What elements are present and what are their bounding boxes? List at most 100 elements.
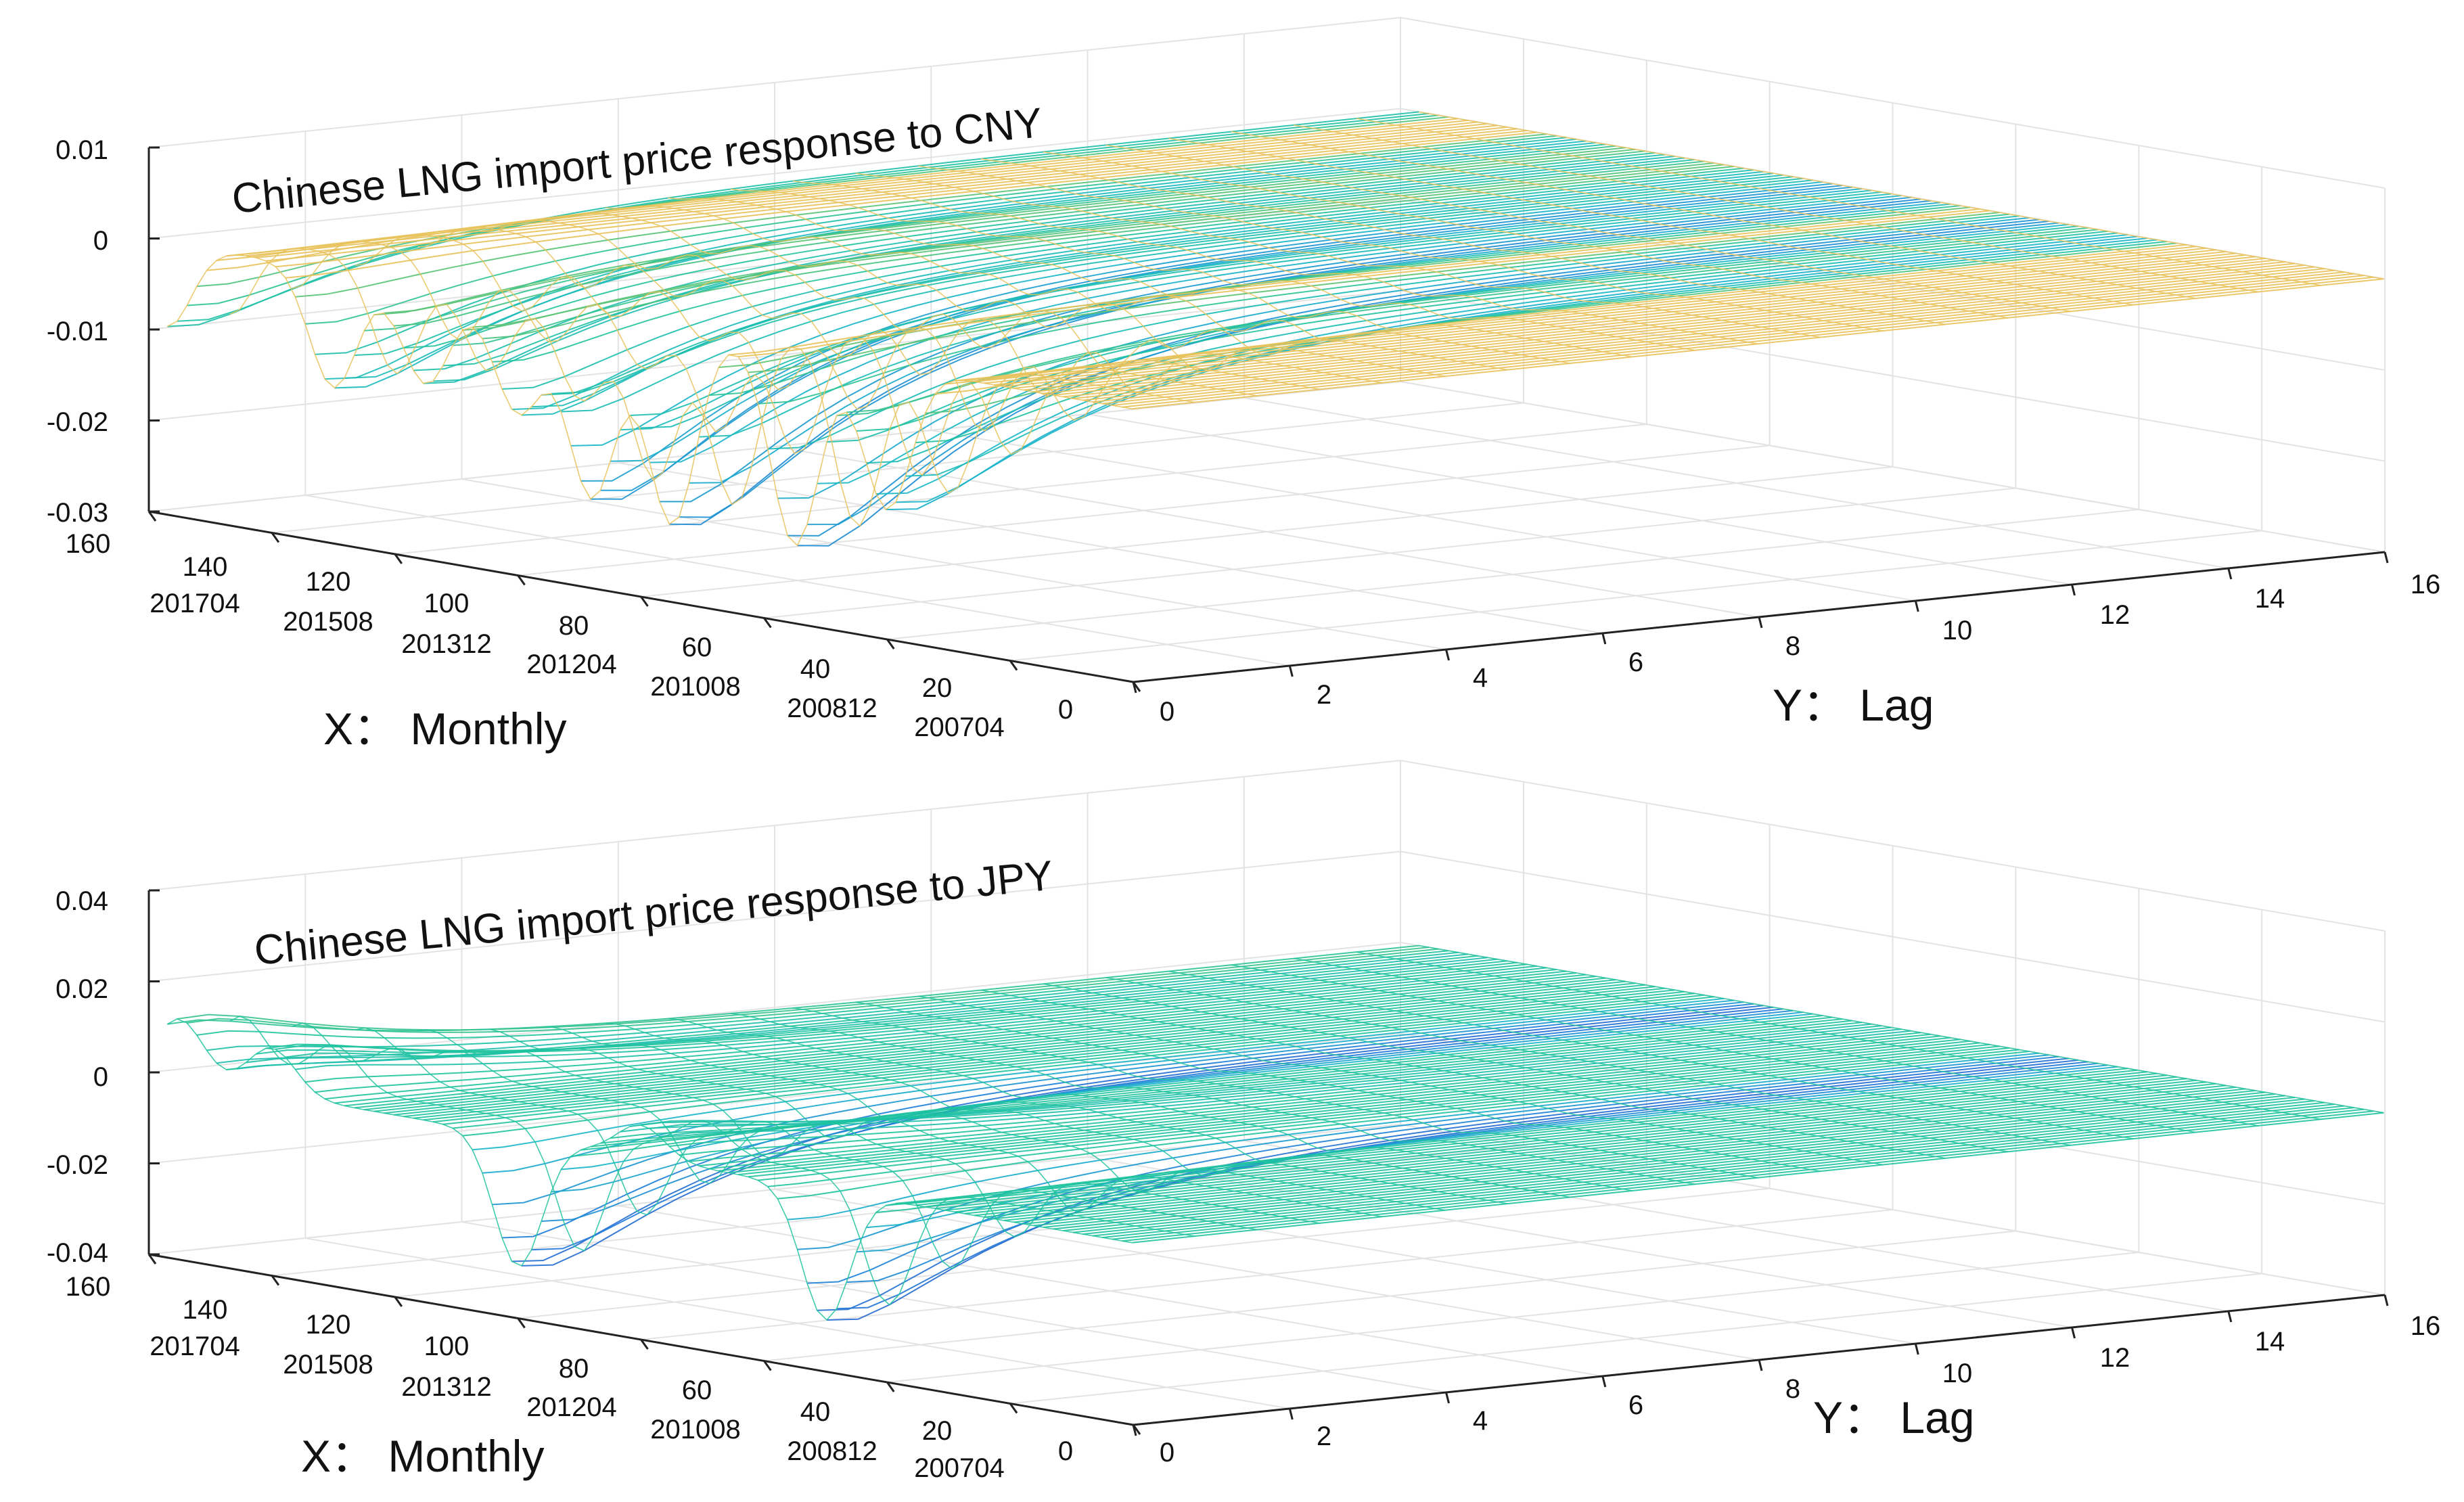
- x-tick-mark: [271, 1275, 280, 1286]
- x-tick-mark: [763, 1360, 772, 1371]
- y-tick-label: 12: [2100, 1343, 2130, 1373]
- surface-mesh-line: [668, 197, 1633, 358]
- x-date-label: 201008: [650, 1415, 740, 1444]
- floor-grid-line: [394, 424, 1647, 555]
- y-tick-label: 12: [2100, 600, 2130, 630]
- x-axis-title: X： Monthly: [301, 1431, 544, 1481]
- surface-mesh-line: [229, 1016, 1195, 1306]
- surface-mesh-line: [980, 158, 1946, 325]
- x-tick-mark: [394, 553, 403, 564]
- x-tick-label: 0: [1058, 695, 1073, 725]
- surface-mesh-line: [166, 1018, 1133, 1321]
- y-tick-mark: [1601, 633, 1607, 645]
- y-tick-mark: [2071, 584, 2076, 596]
- y-tick-mark: [1445, 649, 1450, 661]
- x-axis: 160 140 120 100 80 60 40 20 0 201704 201…: [66, 529, 1074, 742]
- x-tick-label: 100: [424, 589, 470, 618]
- x-tick-label: 40: [800, 654, 831, 684]
- x-tick-mark: [271, 532, 280, 543]
- x-tick-mark: [886, 1382, 895, 1392]
- z-tick-label: 0: [93, 1062, 108, 1092]
- surface-mesh-line: [1105, 977, 2071, 1146]
- y-tick-label: 0: [1160, 1438, 1174, 1467]
- y-tick-label: 10: [1942, 1359, 1973, 1388]
- floor-grid-line: [518, 1187, 1770, 1319]
- y-axis: 0 2 4 6 8 10 12 14 16: [1160, 570, 2440, 727]
- y-axis-title: Y： Lag: [1813, 1392, 1974, 1442]
- surface-mesh-line: [1231, 964, 2196, 1133]
- x-date-label: 201508: [283, 1350, 373, 1380]
- x-tick-label: 40: [800, 1397, 831, 1427]
- y-tick-mark: [1288, 1408, 1294, 1420]
- y-axis-title: Y： Lag: [1773, 680, 1934, 730]
- z-axis: 0.01 0 -0.01 -0.02 -0.03: [47, 135, 108, 528]
- y-tick-label: 6: [1628, 1390, 1643, 1420]
- surface-mesh-line: [1419, 945, 2384, 1114]
- floor-grid-line: [518, 445, 1770, 576]
- z-tick-label: -0.01: [47, 317, 108, 346]
- x-tick-mark: [517, 574, 526, 586]
- x-tick-mark: [763, 617, 772, 629]
- surface-mesh-line: [605, 1022, 1570, 1198]
- x-tick-label: 20: [922, 1416, 953, 1446]
- floor-grid-line: [1087, 1156, 2072, 1328]
- surface-mesh-line: [980, 989, 1946, 1159]
- x-date-label: 201204: [526, 1392, 616, 1422]
- z-tick-label: 0.04: [55, 886, 108, 916]
- x-tick-mark: [1009, 1403, 1018, 1414]
- surface-mesh-line: [730, 188, 1695, 351]
- y-tick-label: 14: [2255, 1327, 2285, 1357]
- y-tick-mark: [2071, 1327, 2076, 1339]
- x-tick-label: 0: [1058, 1436, 1073, 1466]
- y-tick-label: 16: [2411, 1311, 2441, 1341]
- surface-mesh-line: [1356, 118, 2321, 286]
- surface-mesh-line: [793, 1007, 1758, 1179]
- y-tick-mark: [2227, 568, 2233, 580]
- x-tick-label: 80: [559, 1354, 589, 1384]
- surface-mesh-line: [1231, 131, 2196, 299]
- x-tick-mark: [394, 1296, 403, 1307]
- z-tick-label: 0.01: [55, 135, 108, 165]
- y-tick-mark: [2383, 1294, 2389, 1306]
- z-tick-label: -0.04: [47, 1238, 108, 1268]
- floor-grid-line: [1244, 397, 2229, 569]
- y-tick-mark: [1758, 616, 1763, 629]
- x-date-label: 200704: [914, 1453, 1004, 1483]
- x-tick-mark: [640, 596, 649, 607]
- y-tick-label: 2: [1317, 680, 1331, 710]
- x-tick-mark: [886, 639, 895, 650]
- x-date-label: 201008: [650, 672, 740, 702]
- surface-mesh-line: [855, 1001, 1821, 1172]
- x-tick-label: 140: [183, 552, 228, 582]
- y-tick-mark: [2227, 1311, 2233, 1323]
- surface-mesh-line: [480, 1028, 1445, 1211]
- z-tick-label: -0.02: [47, 407, 108, 437]
- x-date-label: 201508: [283, 607, 373, 637]
- x-axis: 160 140 120 100 80 60 40 20 0 201704 201…: [66, 1272, 1074, 1483]
- surface-mesh-line: [918, 165, 1884, 332]
- y-tick-label: 0: [1160, 697, 1174, 727]
- x-date-label: 201204: [526, 650, 616, 679]
- surface-mesh-line: [1105, 144, 2071, 312]
- y-tick-label: 14: [2255, 584, 2285, 614]
- y-tick-label: 8: [1785, 1374, 1800, 1404]
- x-tick-label: 60: [682, 1375, 712, 1405]
- surface-mesh-line: [543, 1026, 1508, 1204]
- x-tick-mark: [640, 1339, 649, 1350]
- y-tick-mark: [1758, 1359, 1763, 1371]
- z-tick-label: -0.03: [47, 498, 108, 528]
- x-tick-label: 120: [306, 1310, 351, 1340]
- surface: [166, 945, 2384, 1321]
- y-tick-mark: [1132, 1424, 1137, 1436]
- surface-mesh-line: [229, 248, 1195, 527]
- x-date-label: 201312: [401, 1372, 491, 1402]
- surface-mesh-line: [1043, 151, 2009, 319]
- y-tick-mark: [1914, 600, 1919, 612]
- y-tick-label: 16: [2411, 570, 2441, 599]
- x-tick-label: 100: [424, 1332, 470, 1361]
- surface-mesh-line: [793, 180, 1758, 344]
- surface-mesh-line: [1294, 124, 2259, 293]
- floor-grid-line: [774, 446, 1760, 618]
- y-tick-label: 10: [1942, 616, 1973, 645]
- surface-mesh-line: [166, 254, 1133, 547]
